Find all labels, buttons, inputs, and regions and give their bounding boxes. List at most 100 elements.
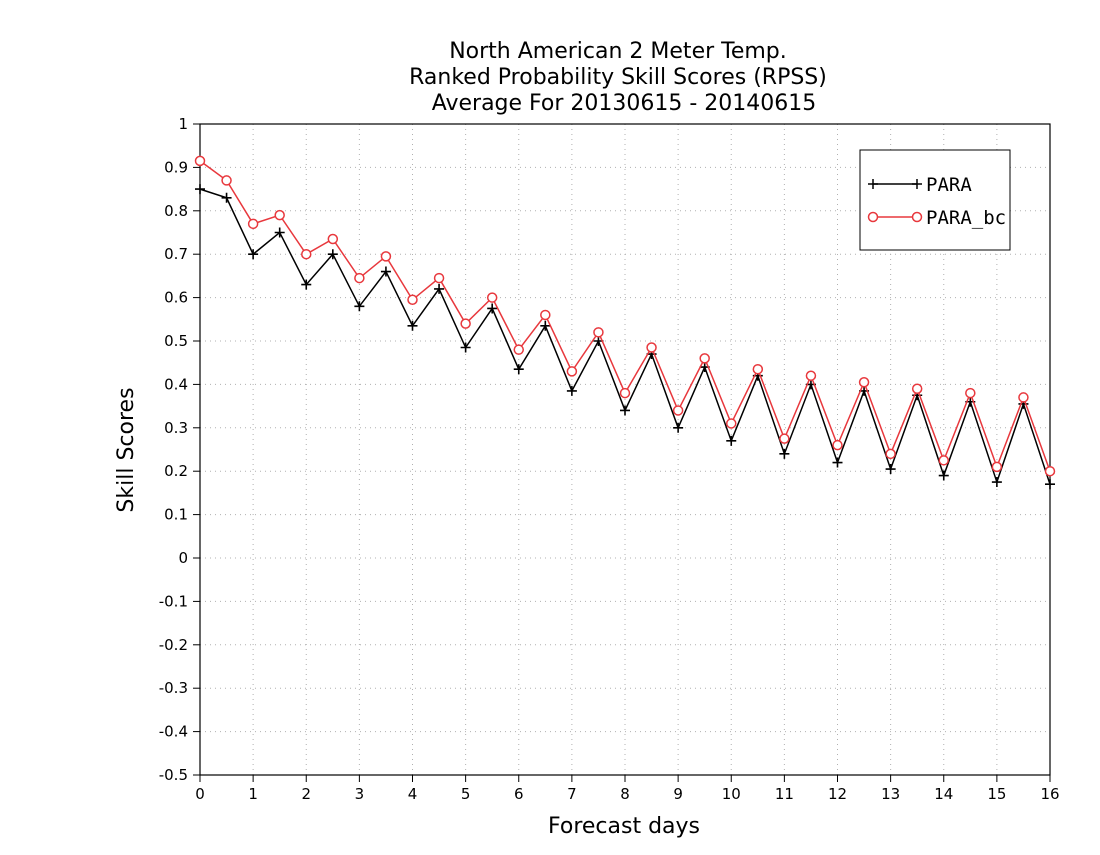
data-point-para bbox=[195, 184, 205, 195]
legend-para-bc-label: PARA_bc bbox=[926, 207, 1006, 229]
data-point-para-bc bbox=[858, 376, 870, 388]
data-point-para-bc bbox=[779, 433, 790, 444]
y-tick-label: 1 bbox=[178, 115, 188, 133]
data-point-para bbox=[779, 448, 790, 459]
y-tick-label: -0.3 bbox=[159, 679, 188, 697]
data-point-para bbox=[540, 320, 551, 331]
data-point-para-bc bbox=[805, 370, 817, 381]
y-tick-label: 0.7 bbox=[164, 245, 188, 263]
y-tick-label: -0.1 bbox=[159, 592, 188, 610]
x-tick-label: 0 bbox=[195, 785, 205, 803]
data-point-para-bc bbox=[885, 448, 896, 460]
data-point-para-bc bbox=[965, 387, 976, 399]
data-point-para bbox=[487, 303, 498, 314]
y-axis-label: Skill Scores bbox=[114, 387, 139, 512]
x-tick-label: 2 bbox=[301, 785, 311, 803]
data-point-para-bc bbox=[354, 272, 365, 284]
data-point-para-bc bbox=[407, 294, 418, 306]
data-point-para bbox=[991, 477, 1002, 488]
data-point-para bbox=[566, 385, 577, 396]
data-point-para bbox=[301, 279, 312, 290]
y-tick-label: 0.6 bbox=[164, 289, 188, 307]
data-point-para-bc bbox=[991, 461, 1003, 473]
x-tick-label: 14 bbox=[934, 785, 953, 803]
y-tick-label: 0.1 bbox=[164, 506, 188, 524]
data-point-para-bc bbox=[380, 251, 392, 262]
x-tick-label: 1 bbox=[248, 785, 258, 803]
x-tick-label: 3 bbox=[355, 785, 365, 803]
y-tick-label: 0.2 bbox=[164, 462, 188, 480]
legend-para-plus-icon bbox=[868, 179, 922, 189]
y-tick-label: 0.5 bbox=[164, 332, 188, 350]
data-point-para bbox=[513, 364, 524, 375]
x-tick-label: 9 bbox=[673, 785, 683, 803]
x-axis-label: Forecast days bbox=[548, 814, 700, 839]
x-tick-label: 6 bbox=[514, 785, 524, 803]
y-tick-label: -0.2 bbox=[159, 636, 188, 654]
chart-title-line-2: Ranked Probability Skill Scores (RPSS) bbox=[409, 65, 827, 90]
x-tick-label: 15 bbox=[987, 785, 1006, 803]
data-point-para bbox=[885, 464, 896, 475]
data-point-para bbox=[938, 470, 949, 481]
data-point-para bbox=[434, 283, 445, 294]
data-point-para-bc bbox=[646, 342, 657, 353]
data-point-para-bc bbox=[513, 344, 524, 355]
x-tick-label: 16 bbox=[1040, 785, 1059, 803]
y-tick-label: 0.9 bbox=[164, 158, 188, 176]
data-point-para-bc bbox=[247, 218, 259, 230]
data-point-para bbox=[221, 192, 232, 203]
x-tick-label: 10 bbox=[722, 785, 741, 803]
legend-para-label: PARA bbox=[926, 174, 972, 196]
legend-box bbox=[859, 149, 1011, 251]
data-point-para-bc bbox=[301, 248, 312, 260]
data-point-para-bc bbox=[593, 327, 604, 338]
data-point-para-bc bbox=[540, 309, 551, 321]
series-lines bbox=[194, 155, 1056, 490]
data-point-para-bc bbox=[194, 155, 206, 167]
x-tick-label: 11 bbox=[775, 785, 794, 803]
data-point-para-bc bbox=[619, 387, 631, 399]
data-point-para-bc bbox=[752, 363, 764, 375]
data-point-para bbox=[274, 227, 285, 238]
data-point-para-bc bbox=[221, 175, 232, 186]
legend-para-bc-circle-icon bbox=[867, 211, 879, 223]
data-point-para-bc bbox=[1044, 465, 1056, 477]
y-tick-label: 0.8 bbox=[164, 202, 188, 220]
y-tick-label: 0 bbox=[178, 549, 188, 567]
data-point-para bbox=[407, 320, 418, 331]
legend: PARA PARA_bc bbox=[859, 149, 1011, 251]
data-point-para-bc bbox=[672, 405, 684, 416]
data-point-para bbox=[460, 342, 471, 353]
data-point-para-bc bbox=[433, 272, 445, 284]
x-tick-label: 7 bbox=[567, 785, 577, 803]
x-tick-label: 5 bbox=[461, 785, 471, 803]
data-point-para-bc bbox=[566, 366, 578, 377]
data-point-para-bc bbox=[699, 353, 710, 364]
data-point-para-bc bbox=[726, 418, 737, 429]
data-point-para-bc bbox=[832, 439, 843, 451]
data-point-para bbox=[620, 405, 630, 416]
data-point-para-bc bbox=[327, 233, 339, 245]
x-tick-label: 4 bbox=[408, 785, 418, 803]
data-point-para-bc bbox=[938, 455, 949, 466]
y-tick-label: -0.4 bbox=[159, 723, 188, 741]
legend-para-bc-circle-icon bbox=[911, 211, 923, 223]
data-point-para bbox=[726, 435, 737, 446]
data-point-para-bc bbox=[274, 209, 285, 221]
x-tick-label: 13 bbox=[881, 785, 900, 803]
axis-ticks: 0 1 2 3 4 5 6 7 8 9 10 11 12 13 14 15 16-0.5-0.4-0.3-0.2… bbox=[159, 115, 1060, 803]
data-point-para bbox=[1045, 479, 1055, 490]
y-tick-label: 0.3 bbox=[164, 419, 188, 437]
y-tick-label: 0.4 bbox=[164, 375, 188, 393]
grid-lines bbox=[200, 124, 1050, 775]
data-point-para bbox=[327, 249, 338, 260]
x-tick-label: 12 bbox=[828, 785, 847, 803]
chart-title-line-1: North American 2 Meter Temp. bbox=[449, 39, 787, 64]
data-point-para bbox=[354, 301, 365, 312]
data-point-para-bc bbox=[911, 383, 923, 394]
data-point-para-bc bbox=[1018, 392, 1029, 403]
data-point-para bbox=[832, 457, 843, 468]
